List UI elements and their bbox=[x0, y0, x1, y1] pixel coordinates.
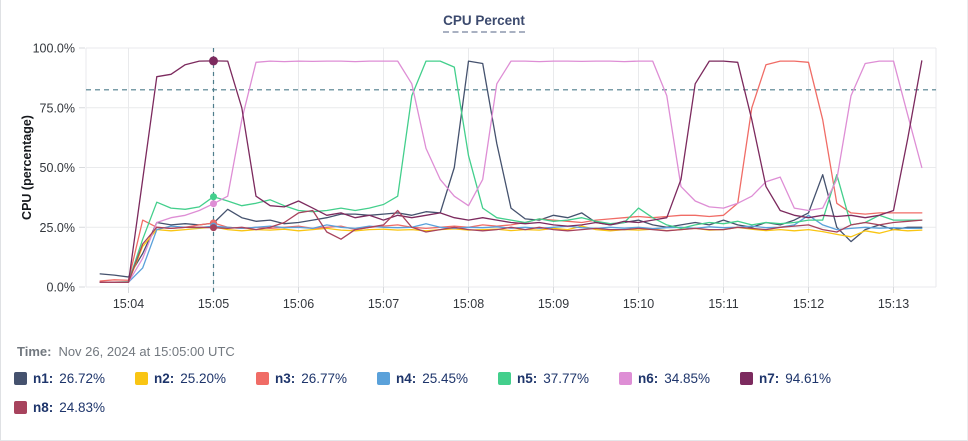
svg-text:15:05: 15:05 bbox=[198, 297, 229, 311]
legend-value-n4: 25.45% bbox=[422, 371, 469, 386]
svg-text:0.0%: 0.0% bbox=[47, 281, 76, 295]
legend-label-n4: n4: bbox=[396, 371, 417, 386]
svg-text:15:10: 15:10 bbox=[623, 297, 654, 311]
svg-text:15:04: 15:04 bbox=[113, 297, 144, 311]
time-label: Time: bbox=[17, 344, 52, 359]
legend-swatch-n2 bbox=[135, 372, 148, 385]
legend-label-n7: n7: bbox=[759, 371, 780, 386]
svg-text:15:12: 15:12 bbox=[793, 297, 824, 311]
legend-item-n3[interactable]: n3: 26.77% bbox=[256, 371, 377, 386]
legend-swatch-n3 bbox=[256, 372, 269, 385]
svg-text:75.0%: 75.0% bbox=[40, 101, 75, 115]
legend-label-n1: n1: bbox=[33, 371, 54, 386]
legend-swatch-n8 bbox=[14, 401, 27, 414]
legend-label-n6: n6: bbox=[638, 371, 659, 386]
svg-text:15:13: 15:13 bbox=[878, 297, 909, 311]
svg-text:15:07: 15:07 bbox=[368, 297, 399, 311]
legend-swatch-n5 bbox=[498, 372, 511, 385]
svg-text:15:06: 15:06 bbox=[283, 297, 314, 311]
svg-text:25.0%: 25.0% bbox=[40, 221, 75, 235]
legend-row-2: n8: 24.83% bbox=[14, 400, 105, 415]
time-row: Time: Nov 26, 2024 at 15:05:00 UTC bbox=[17, 344, 235, 359]
svg-text:15:08: 15:08 bbox=[453, 297, 484, 311]
legend-value-n2: 25.20% bbox=[180, 371, 227, 386]
legend-value-n7: 94.61% bbox=[785, 371, 832, 386]
legend-value-n3: 26.77% bbox=[301, 371, 348, 386]
legend-label-n8: n8: bbox=[33, 400, 54, 415]
chart-title[interactable]: CPU Percent bbox=[443, 13, 525, 33]
legend-value-n8: 24.83% bbox=[59, 400, 106, 415]
legend-item-n1[interactable]: n1: 26.72% bbox=[14, 371, 135, 386]
legend-value-n5: 37.77% bbox=[543, 371, 590, 386]
title-row: CPU Percent bbox=[1, 12, 967, 33]
legend-value-n6: 34.85% bbox=[664, 371, 711, 386]
svg-text:15:09: 15:09 bbox=[538, 297, 569, 311]
svg-text:50.0%: 50.0% bbox=[40, 161, 75, 175]
legend-label-n5: n5: bbox=[517, 371, 538, 386]
svg-text:100.0%: 100.0% bbox=[33, 42, 75, 56]
legend-item-n4[interactable]: n4: 25.45% bbox=[377, 371, 498, 386]
legend-item-n8[interactable]: n8: 24.83% bbox=[14, 400, 105, 415]
legend-swatch-n7 bbox=[740, 372, 753, 385]
legend-item-n7[interactable]: n7: 94.61% bbox=[740, 371, 861, 386]
legend-item-n6[interactable]: n6: 34.85% bbox=[619, 371, 740, 386]
y-axis-title: CPU (percentage) bbox=[20, 115, 34, 220]
legend-label-n3: n3: bbox=[275, 371, 296, 386]
legend-row-1: n1: 26.72% n2: 25.20% n3: 26.77% n4: 25.… bbox=[14, 371, 861, 386]
svg-text:15:11: 15:11 bbox=[708, 297, 738, 311]
legend-item-n5[interactable]: n5: 37.77% bbox=[498, 371, 619, 386]
legend-value-n1: 26.72% bbox=[59, 371, 106, 386]
legend-item-n2[interactable]: n2: 25.20% bbox=[135, 371, 256, 386]
legend-swatch-n4 bbox=[377, 372, 390, 385]
time-value: Nov 26, 2024 at 15:05:00 UTC bbox=[58, 344, 235, 359]
legend-swatch-n6 bbox=[619, 372, 632, 385]
legend-swatch-n1 bbox=[14, 372, 27, 385]
legend-label-n2: n2: bbox=[154, 371, 175, 386]
